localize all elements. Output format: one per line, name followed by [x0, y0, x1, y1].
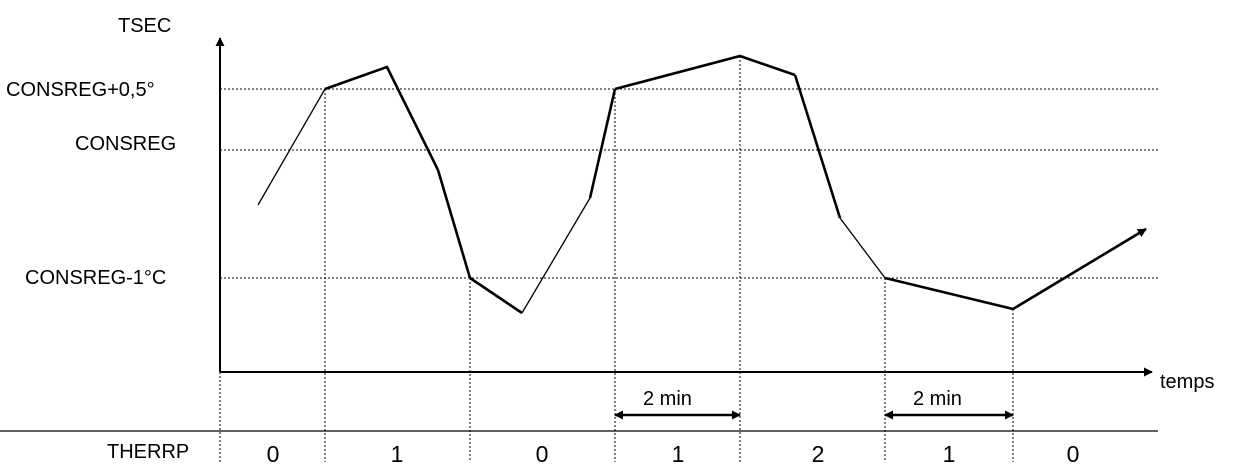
state-value-3: 0	[536, 441, 549, 467]
temperature-curve	[257, 54, 1147, 315]
curve-segment-fall-4	[839, 217, 886, 279]
curve-segment-fall-5	[884, 276, 1014, 311]
curve-segment-peak-1	[324, 65, 440, 171]
state-row-label: THERRP	[107, 441, 189, 463]
state-value-7: 0	[1067, 441, 1080, 467]
curve-segment-fall-1	[436, 169, 472, 279]
state-value-4: 1	[672, 441, 685, 467]
state-value-1: 0	[267, 441, 280, 467]
duration-label-1: 2 min	[643, 388, 692, 410]
curve-segment-rise-2	[521, 197, 591, 314]
curve-segment-rise-3	[588, 88, 617, 199]
state-value-6: 1	[943, 441, 956, 467]
curve-segment-fall-3	[793, 74, 842, 219]
curve-segment-rise-1	[257, 88, 326, 206]
x-axis-label: temps	[1160, 371, 1214, 393]
level-label-upper: CONSREG+0,5°	[6, 79, 155, 101]
y-axis-label: TSEC	[118, 15, 171, 37]
level-label-setpoint: CONSREG	[75, 133, 176, 155]
curve-segment-rise-final	[1012, 227, 1147, 311]
state-value-2: 1	[391, 441, 404, 467]
level-label-lower: CONSREG-1°C	[25, 267, 166, 289]
duration-label-2: 2 min	[913, 388, 962, 410]
state-value-5: 2	[812, 441, 825, 467]
curve-segment-fall-2	[469, 276, 523, 315]
curve-segment-peak-2	[614, 54, 796, 91]
